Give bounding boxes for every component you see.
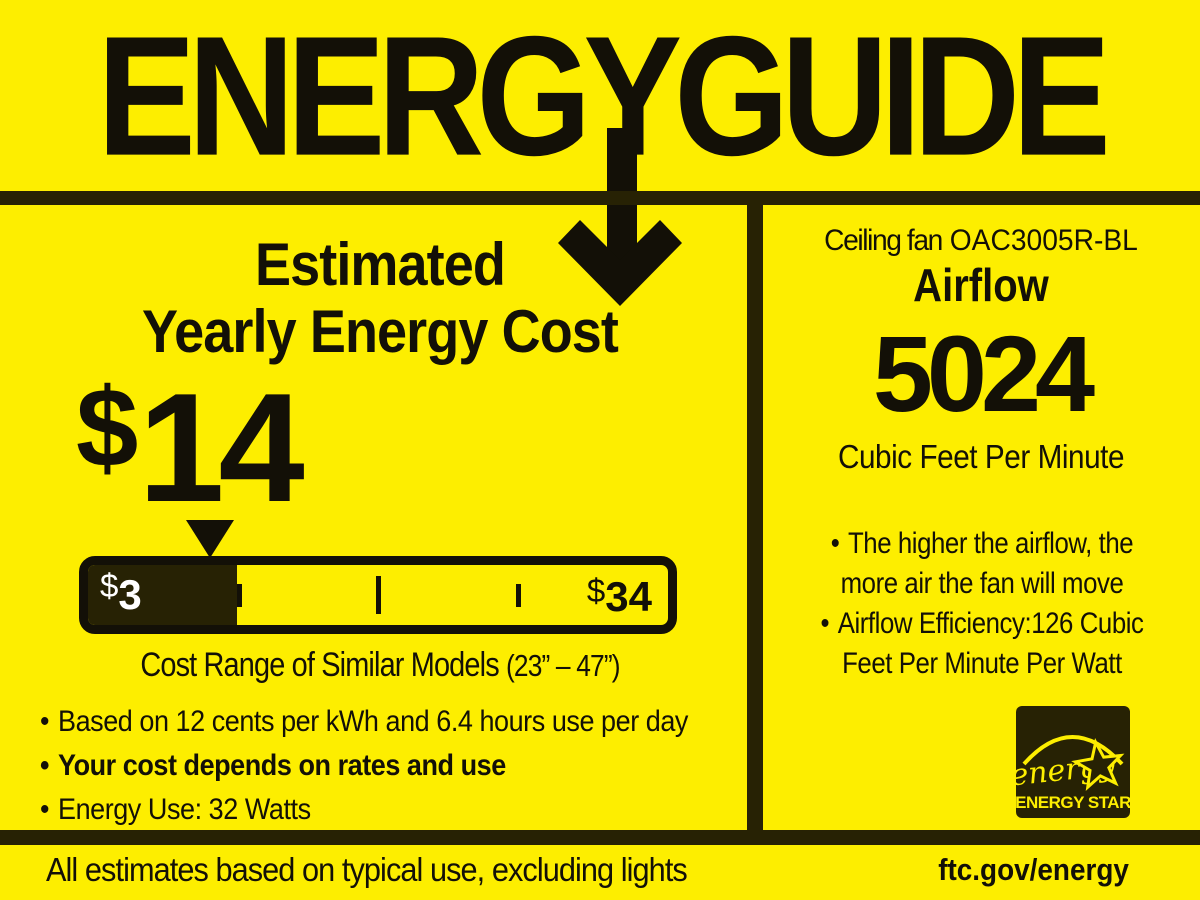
column-divider-bar — [747, 191, 763, 845]
airflow-value: 5024 — [872, 313, 1095, 434]
ftc-gov-energy-text: ftc.gov/energy — [938, 852, 1129, 887]
bullet-text: Based on 12 cents per kWh and 6.4 hours … — [58, 705, 688, 738]
bullet-text: Your cost depends on rates and use — [58, 749, 506, 782]
footer-divider-bar — [0, 830, 1200, 845]
range-tick — [516, 584, 521, 607]
estimated-heading: Estimated — [254, 231, 506, 298]
list-item: • Energy Use: 32 Watts — [40, 788, 742, 832]
header-divider-bar — [0, 191, 1200, 205]
cost-range-caption: Cost Range of Similar Models (23” – 47”) — [66, 646, 695, 685]
list-item: • Based on 12 cents per kWh and 6.4 hours… — [40, 700, 742, 744]
cost-marker-icon — [186, 520, 234, 558]
model-number: OAC3005R-BL — [949, 224, 1138, 257]
bullet-text: Airflow Efficiency:126 Cubic — [837, 607, 1144, 640]
page-title: ENERGYGUIDE — [97, 1, 1111, 192]
bullet-icon: • — [40, 793, 50, 826]
cost-currency-symbol: $ — [76, 365, 139, 490]
left-bullet-list: • Based on 12 cents per kWh and 6.4 hours… — [40, 700, 742, 832]
right-bullet-list: • The higher the airflow, the more air th… — [801, 524, 1162, 684]
list-item: • Airflow Efficiency:126 Cubic — [801, 604, 1162, 644]
bullet-text-continued: Feet Per Minute Per Watt — [842, 647, 1122, 680]
cost-number: 14 — [138, 361, 304, 534]
bullet-icon: • — [830, 527, 840, 560]
range-tick — [376, 576, 381, 614]
bullet-icon: • — [40, 749, 50, 782]
footer-disclaimer: All estimates based on typical use, excl… — [46, 851, 688, 888]
product-title: Ceiling fan OAC3005R-BL — [775, 224, 1187, 258]
energy-star-logo: energy ENERGY STAR — [1016, 706, 1130, 818]
bullet-text: The higher the airflow, the — [847, 527, 1134, 560]
range-min-currency: $ — [100, 567, 119, 604]
range-min-value: 3 — [118, 571, 142, 618]
energy-star-label: ENERGY STAR — [1016, 793, 1130, 812]
cost-range-bar: $3 $34 — [79, 556, 677, 634]
airflow-unit: Cubic Feet Per Minute — [837, 438, 1125, 475]
range-max-currency: $ — [586, 572, 606, 609]
airflow-heading: Airflow — [913, 259, 1049, 311]
caption-size-range: (23” – 47”) — [505, 648, 621, 683]
caption-main: Cost Range of Similar Models — [140, 646, 499, 684]
range-tick — [237, 584, 242, 607]
cost-range-fill: $3 — [88, 565, 237, 625]
range-max-value: 34 — [605, 573, 652, 620]
yearly-cost-value: $14 — [76, 370, 305, 525]
list-item: • The higher the airflow, the — [801, 524, 1162, 564]
bullet-text-continued: more air the fan will move — [840, 567, 1124, 600]
bullet-icon: • — [820, 607, 830, 640]
list-item: • Your cost depends on rates and use — [40, 744, 742, 788]
range-max-label: $34 — [586, 572, 652, 621]
yearly-energy-cost-heading: Yearly Energy Cost — [141, 298, 619, 365]
bullet-icon: • — [40, 705, 50, 738]
product-type: Ceiling fan — [824, 224, 943, 257]
bullet-text: Energy Use: 32 Watts — [58, 793, 311, 826]
